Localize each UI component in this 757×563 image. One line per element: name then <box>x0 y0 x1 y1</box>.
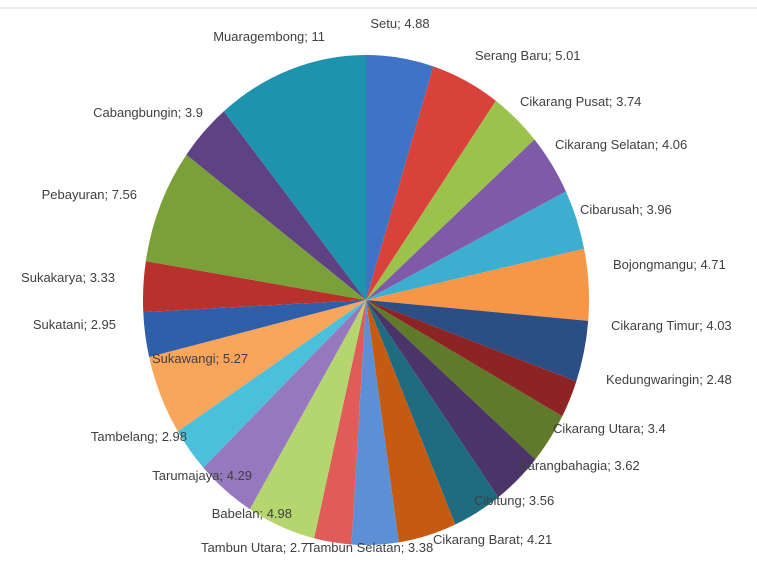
label-value: ; 3.9 <box>178 105 203 120</box>
label-category: Tambun Selatan <box>307 540 401 555</box>
pie-slice <box>186 111 366 300</box>
data-label: Cikarang Barat; 4.21 <box>433 532 552 547</box>
label-value: ; 3.56 <box>522 493 555 508</box>
data-label: Karangbahagia; 3.62 <box>519 458 640 473</box>
pie-slice <box>366 191 585 300</box>
label-category: Serang Baru <box>475 48 548 63</box>
label-category: Bojongmangu <box>613 257 693 272</box>
label-category: Pebayuran <box>42 187 105 202</box>
data-label: Pebayuran; 7.56 <box>42 187 137 202</box>
label-category: Tambun Utara <box>201 540 283 555</box>
label-value: ; 3.96 <box>639 202 672 217</box>
label-value: ; 3.4 <box>640 421 665 436</box>
label-category: Cikarang Selatan <box>555 137 655 152</box>
data-label: Tarumajaya; 4.29 <box>152 468 252 483</box>
pie-slice <box>249 300 366 539</box>
data-label: Setu; 4.88 <box>370 16 429 31</box>
pie-slice <box>145 154 366 300</box>
label-category: Setu <box>370 16 397 31</box>
data-label: Muaragembong; 11 <box>213 29 325 44</box>
pie-slice <box>149 300 366 432</box>
label-category: Cibitung <box>474 493 522 508</box>
label-value: ; 4.98 <box>259 506 292 521</box>
label-category: Cibarusah <box>580 202 639 217</box>
label-category: Cikarang Barat <box>433 532 520 547</box>
label-category: Babelan <box>212 506 260 521</box>
label-value: ; 4.29 <box>219 468 252 483</box>
label-value: ; 2.48 <box>699 372 732 387</box>
pie-slice <box>366 55 434 300</box>
label-category: Sukatani <box>33 317 84 332</box>
data-label: Babelan; 4.98 <box>212 506 292 521</box>
label-category: Tarumajaya <box>152 468 220 483</box>
label-value: ; 4.03 <box>699 318 732 333</box>
pie-slice <box>366 300 589 382</box>
label-category: Sukakarya <box>21 270 83 285</box>
label-value: ; 2.98 <box>154 429 187 444</box>
data-label: Tambun Utara; 2.7 <box>201 540 308 555</box>
data-label: Cikarang Utara; 3.4 <box>553 421 666 436</box>
label-value: ; 7.56 <box>104 187 137 202</box>
data-label: Tambun Selatan; 3.38 <box>307 540 433 555</box>
pie-slice <box>143 261 366 313</box>
data-label: Cibarusah; 3.96 <box>580 202 672 217</box>
label-category: Kedungwaringin <box>606 372 699 387</box>
pie-slice <box>366 66 496 301</box>
label-category: Cabangbungin <box>93 105 178 120</box>
data-label: Cikarang Timur; 4.03 <box>611 318 732 333</box>
pie-slice <box>351 300 399 545</box>
pie-slice <box>177 300 366 468</box>
data-label: Sukatani; 2.95 <box>33 317 116 332</box>
label-category: Cikarang Utara <box>553 421 641 436</box>
label-category: Tambelang <box>91 429 155 444</box>
pie-slice <box>366 300 536 498</box>
pie-slice <box>223 55 366 300</box>
pie-slice <box>366 100 535 301</box>
label-value: ; 3.38 <box>401 540 434 555</box>
label-value: ; 3.62 <box>607 458 640 473</box>
label-value: ; 11 <box>304 29 325 44</box>
label-category: Cikarang Timur <box>611 318 700 333</box>
label-category: Karangbahagia <box>519 458 608 473</box>
label-category: Sukawangi <box>152 351 216 366</box>
label-value: ; 3.74 <box>609 94 642 109</box>
pie-slice <box>366 300 577 417</box>
data-label: Tambelang; 2.98 <box>91 429 187 444</box>
data-label: Cikarang Selatan; 4.06 <box>555 137 687 152</box>
label-value: ; 2.7 <box>283 540 308 555</box>
pie-slice <box>366 248 589 321</box>
label-value: ; 4.71 <box>693 257 726 272</box>
pie-slice <box>366 300 499 525</box>
data-label: Serang Baru; 5.01 <box>475 48 581 63</box>
label-value: ; 5.01 <box>548 48 581 63</box>
data-label: Cibitung; 3.56 <box>474 493 554 508</box>
label-category: Muaragembong <box>213 29 304 44</box>
label-value: ; 3.33 <box>82 270 115 285</box>
pie-slice <box>143 300 366 358</box>
pie-slice <box>203 300 366 510</box>
data-label: Cikarang Pusat; 3.74 <box>520 94 641 109</box>
label-value: ; 4.06 <box>655 137 688 152</box>
label-value: ; 5.27 <box>216 351 249 366</box>
pie-slice <box>366 300 563 460</box>
data-label: Bojongmangu; 4.71 <box>613 257 726 272</box>
label-category: Cikarang Pusat <box>520 94 609 109</box>
label-value: ; 4.88 <box>397 16 430 31</box>
pie-slice <box>314 300 366 545</box>
data-label: Sukakarya; 3.33 <box>21 270 115 285</box>
label-value: ; 2.95 <box>83 317 116 332</box>
data-label: Sukawangi; 5.27 <box>152 351 248 366</box>
data-label: Cabangbungin; 3.9 <box>93 105 203 120</box>
pie-slice <box>366 300 456 543</box>
label-value: ; 4.21 <box>520 532 553 547</box>
pie-slice <box>366 139 566 300</box>
data-label: Kedungwaringin; 2.48 <box>606 372 732 387</box>
